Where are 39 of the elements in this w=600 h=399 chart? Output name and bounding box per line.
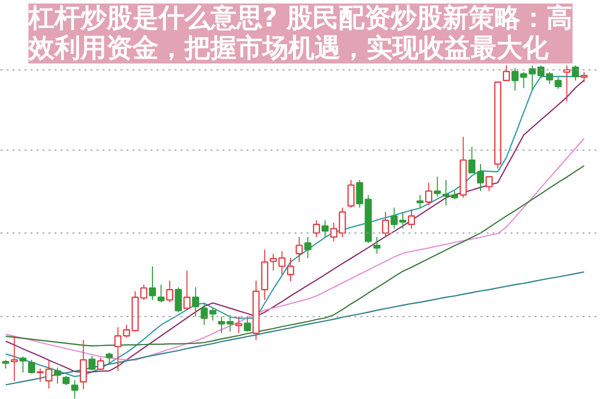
- candlestick: [235, 316, 242, 334]
- candlestick: [10, 335, 18, 382]
- candlestick: [28, 359, 36, 374]
- candlestick: [563, 65, 570, 102]
- candlestick: [425, 182, 432, 206]
- candlestick: [106, 352, 113, 364]
- candlestick: [192, 286, 200, 318]
- candlestick: [322, 220, 329, 238]
- candlestick: [166, 280, 174, 303]
- candlestick: [390, 207, 398, 230]
- candlestick: [71, 380, 78, 399]
- candlestick: [304, 236, 312, 258]
- candlestick: [88, 355, 96, 371]
- candlestick: [296, 236, 303, 262]
- candlestick: [148, 266, 156, 300]
- candlestick: [347, 180, 355, 208]
- candlestick: [158, 284, 165, 303]
- candlestick: [408, 208, 415, 230]
- candlestick: [486, 176, 493, 192]
- candlestick: [572, 65, 579, 81]
- candlestick: [80, 339, 87, 390]
- candlestick: [434, 176, 441, 198]
- candlestick: [416, 194, 424, 208]
- candlestick: [373, 236, 380, 254]
- candlestick: [502, 65, 510, 82]
- candlestick: [140, 284, 148, 300]
- candlestick: [62, 375, 70, 386]
- candlestick: [312, 220, 320, 238]
- candlestick: [174, 286, 182, 313]
- candlestick: [54, 367, 62, 384]
- candlestick: [244, 316, 251, 332]
- candlestick: [554, 76, 562, 90]
- candlestick: [45, 360, 52, 390]
- candlestick: [382, 212, 390, 238]
- candlestick: [97, 357, 104, 371]
- candlestick: [183, 270, 191, 310]
- candlestick: [580, 72, 588, 83]
- candlestick: [19, 356, 26, 374]
- candlestick: [399, 212, 406, 230]
